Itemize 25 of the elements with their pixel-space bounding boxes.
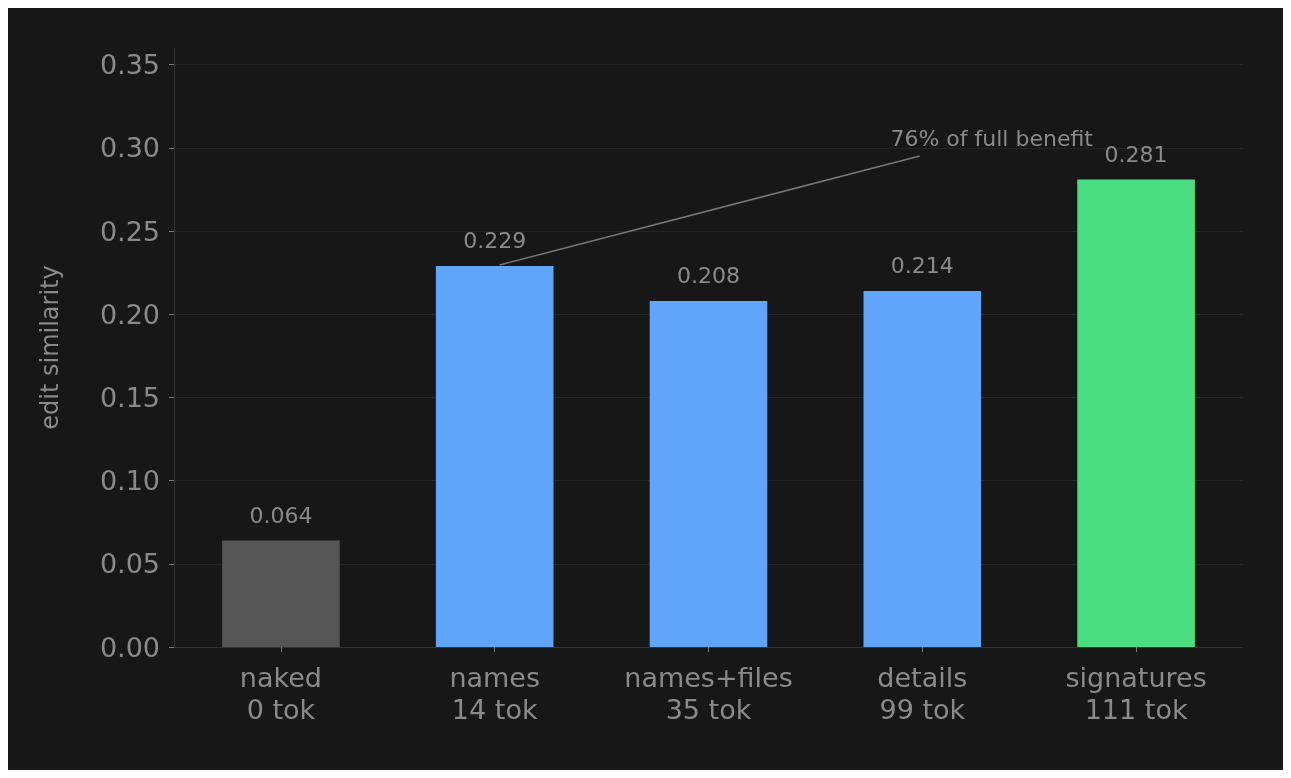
bar	[649, 300, 768, 647]
bar	[863, 290, 982, 647]
data-label: 0.208	[677, 263, 740, 289]
x-tick-label: details 99 tok	[877, 661, 968, 725]
x-tick-label: naked 0 tok	[239, 661, 322, 725]
x-tick-label: names 14 tok	[449, 661, 541, 725]
y-tick-label: 0.05	[99, 548, 160, 580]
y-tick-label: 0.15	[99, 381, 160, 413]
data-label: 0.281	[1104, 141, 1168, 167]
y-tick-label: 0.00	[99, 631, 160, 663]
x-tick-label: signatures 111 tok	[1065, 661, 1207, 725]
y-tick-label: 0.30	[99, 132, 160, 164]
annotation: 76% of full benefit	[890, 126, 1094, 152]
y-axis-title: edit similarity	[36, 265, 64, 430]
data-label: 0.214	[890, 253, 954, 279]
x-tick-label: names+files 35 tok	[624, 661, 793, 725]
data-label: 0.064	[249, 503, 313, 529]
y-tick-label: 0.10	[99, 465, 160, 497]
y-tick-label: 0.25	[99, 215, 160, 247]
y-tick-label: 0.35	[99, 49, 160, 81]
data-label: 0.229	[463, 228, 527, 254]
y-tick-label: 0.20	[99, 298, 160, 330]
bar	[222, 540, 340, 647]
bar	[435, 265, 554, 647]
bar	[1077, 179, 1195, 647]
